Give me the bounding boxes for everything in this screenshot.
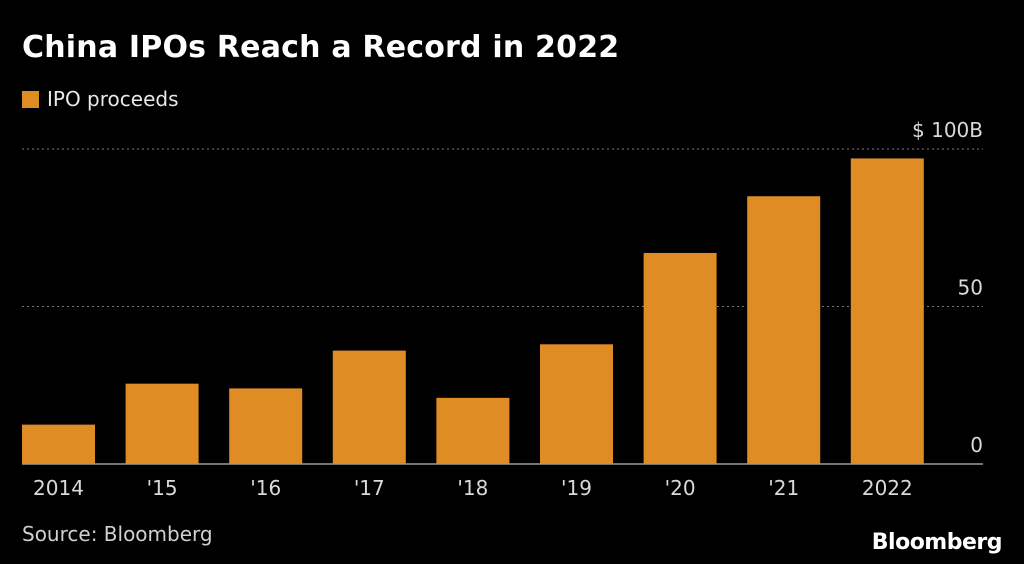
y-tick-label: 50 [958,276,983,300]
x-tick-label: '21 [768,476,799,500]
x-tick-label: '19 [561,476,592,500]
axis-layer: 0 50 $ 100B 2014 '15 '16 '17 '18 '19 '20 '21 2022 [22,118,983,500]
bar-layer [22,158,924,464]
legend: IPO proceeds [22,87,179,111]
bar-2022 [850,158,924,464]
bar-19 [540,344,613,464]
y-tick-label: $ 100B [912,118,983,142]
x-tick-label: '20 [665,476,696,500]
x-tick-label: 2022 [862,476,913,500]
bar-2014 [22,424,95,464]
x-tick-label: '15 [147,476,178,500]
bar-15 [125,383,199,464]
brand-logo: Bloomberg [871,530,1003,555]
y-tick-label: 0 [970,433,983,457]
legend-label: IPO proceeds [47,87,179,111]
chart-title: China IPOs Reach a Record in 2022 [22,30,620,65]
bar-20 [643,252,717,464]
bar-18 [436,397,510,464]
source-note: Source: Bloomberg [22,522,213,546]
legend-swatch [22,90,39,108]
bar-21 [747,196,821,464]
grid-layer [22,148,983,307]
bar-17 [332,350,406,464]
x-tick-label: 2014 [33,476,84,500]
x-tick-label: '16 [250,476,281,500]
x-tick-label: '18 [457,476,488,500]
x-tick-label: '17 [354,476,385,500]
bar-16 [229,388,303,464]
